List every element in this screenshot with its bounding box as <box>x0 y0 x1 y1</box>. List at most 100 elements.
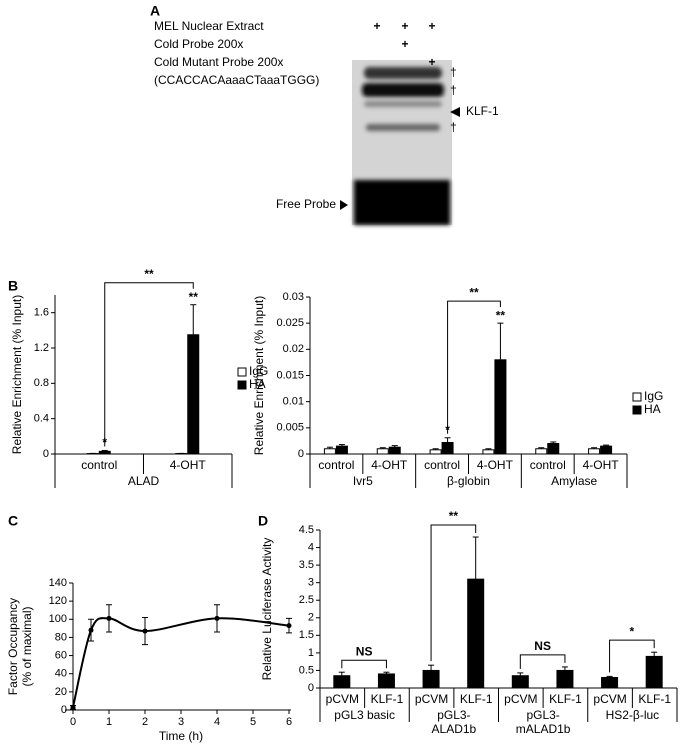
significance-label: ** <box>449 509 459 523</box>
x-axis-label: Time (h) <box>159 729 203 743</box>
x-tick-label: 4-OHT <box>583 458 620 472</box>
bar <box>422 669 440 689</box>
panel-label: C <box>8 513 18 529</box>
lane-mark: + <box>428 19 435 33</box>
y-tick-label: 0.4 <box>34 413 49 425</box>
x-tick-label: pCVM <box>593 692 626 706</box>
x-tick-label: control <box>318 458 354 472</box>
group-label: HS2-β-luc <box>606 708 660 722</box>
y-tick-label: 1 <box>308 647 314 659</box>
gel-image <box>340 60 460 225</box>
y-tick-label: 0.005 <box>276 422 304 434</box>
y-tick-label: 0.01 <box>283 396 304 408</box>
group-label: Amylase <box>551 474 597 488</box>
lane-mark: + <box>428 55 435 69</box>
bar <box>429 449 442 455</box>
error-bar <box>383 671 390 674</box>
y-tick-label: 0.02 <box>283 343 304 355</box>
error-bar <box>485 448 492 450</box>
y-tick-label: 0 <box>61 704 67 716</box>
bar <box>482 449 495 455</box>
error-bar <box>338 671 345 676</box>
legend-label: IgG <box>249 364 268 378</box>
x-tick-label: 1 <box>106 716 112 728</box>
band-label: † <box>450 83 457 97</box>
data-point <box>286 623 292 629</box>
x-tick-label: pCVM <box>415 692 448 706</box>
group-label: β-globin <box>447 474 490 488</box>
panel-label: B <box>8 278 18 294</box>
legend-swatch <box>632 392 642 402</box>
data-line <box>72 617 290 708</box>
bar <box>187 334 200 455</box>
bar <box>645 655 663 689</box>
legend-swatch <box>237 367 247 377</box>
group-label: ALAD <box>128 474 160 488</box>
error-bar <box>517 672 524 676</box>
y-tick-label: 0.5 <box>299 664 314 676</box>
band-label: † <box>450 65 457 79</box>
data-point <box>106 615 112 621</box>
significance-label: NS <box>356 644 373 658</box>
significance-label: ** <box>189 290 199 304</box>
bar <box>98 450 111 455</box>
x-tick-label: 4-OHT <box>371 458 408 472</box>
error-bar <box>379 447 386 449</box>
error-bar <box>651 651 658 657</box>
bar <box>376 448 389 455</box>
x-tick-label: control <box>81 458 117 472</box>
lane-mark: + <box>401 37 408 51</box>
y-axis-label: (% of maximal) <box>20 606 34 686</box>
significance-bracket <box>519 654 566 669</box>
group-label: pGL3 basic <box>334 708 395 722</box>
y-tick-label: 1.5 <box>299 629 314 641</box>
significance-bracket <box>430 524 477 662</box>
bar <box>547 443 560 455</box>
x-tick-label: 0 <box>70 716 76 728</box>
data-point <box>142 628 148 634</box>
error-bar <box>497 322 504 360</box>
x-tick-label: 3 <box>178 716 184 728</box>
bar <box>556 669 574 689</box>
x-tick-label: 4 <box>214 716 220 728</box>
group-label: Ivr5 <box>353 474 373 488</box>
error-bar <box>101 449 108 452</box>
x-tick-label: 4-OHT <box>477 458 514 472</box>
error-bar <box>444 437 451 443</box>
x-tick-label: control <box>530 458 566 472</box>
y-axis-label: Relative Enrichment (% Input) <box>252 296 266 455</box>
band-label: † <box>450 120 457 134</box>
y-tick-label: 2.5 <box>299 594 314 606</box>
bar <box>467 578 485 689</box>
data-point <box>88 627 94 633</box>
panel-label: A <box>150 3 160 19</box>
y-tick-label: 1.6 <box>34 307 49 319</box>
bar <box>377 673 395 689</box>
bar <box>333 675 351 689</box>
bar <box>601 676 619 689</box>
significance-label: ** <box>496 308 506 322</box>
error-bar <box>338 444 345 447</box>
probe-sequence: (CCACCACAaaaCTaaaTGGG) <box>154 73 319 87</box>
y-axis-label: Relative Enrichment (% Input) <box>10 295 24 454</box>
free-probe-label: Free Probe <box>276 197 336 211</box>
bar <box>441 441 454 455</box>
group-label: ALAD1b <box>432 722 477 736</box>
legend-swatch <box>632 405 642 415</box>
bar <box>588 448 601 455</box>
error-bar <box>472 536 479 580</box>
error-bar <box>606 675 613 678</box>
error-bar <box>538 447 545 449</box>
significance-bracket <box>341 659 387 669</box>
bar <box>388 446 401 455</box>
y-tick-label: 4 <box>308 541 314 553</box>
lane-mark: + <box>373 19 380 33</box>
y-tick-label: 2 <box>308 612 314 624</box>
y-tick-label: 0 <box>308 682 314 694</box>
data-point <box>214 615 220 621</box>
y-tick-label: 100 <box>49 613 67 625</box>
y-tick-label: 1.2 <box>34 342 49 354</box>
significance-label: ** <box>469 285 479 299</box>
x-tick-label: KLF-1 <box>460 692 493 706</box>
